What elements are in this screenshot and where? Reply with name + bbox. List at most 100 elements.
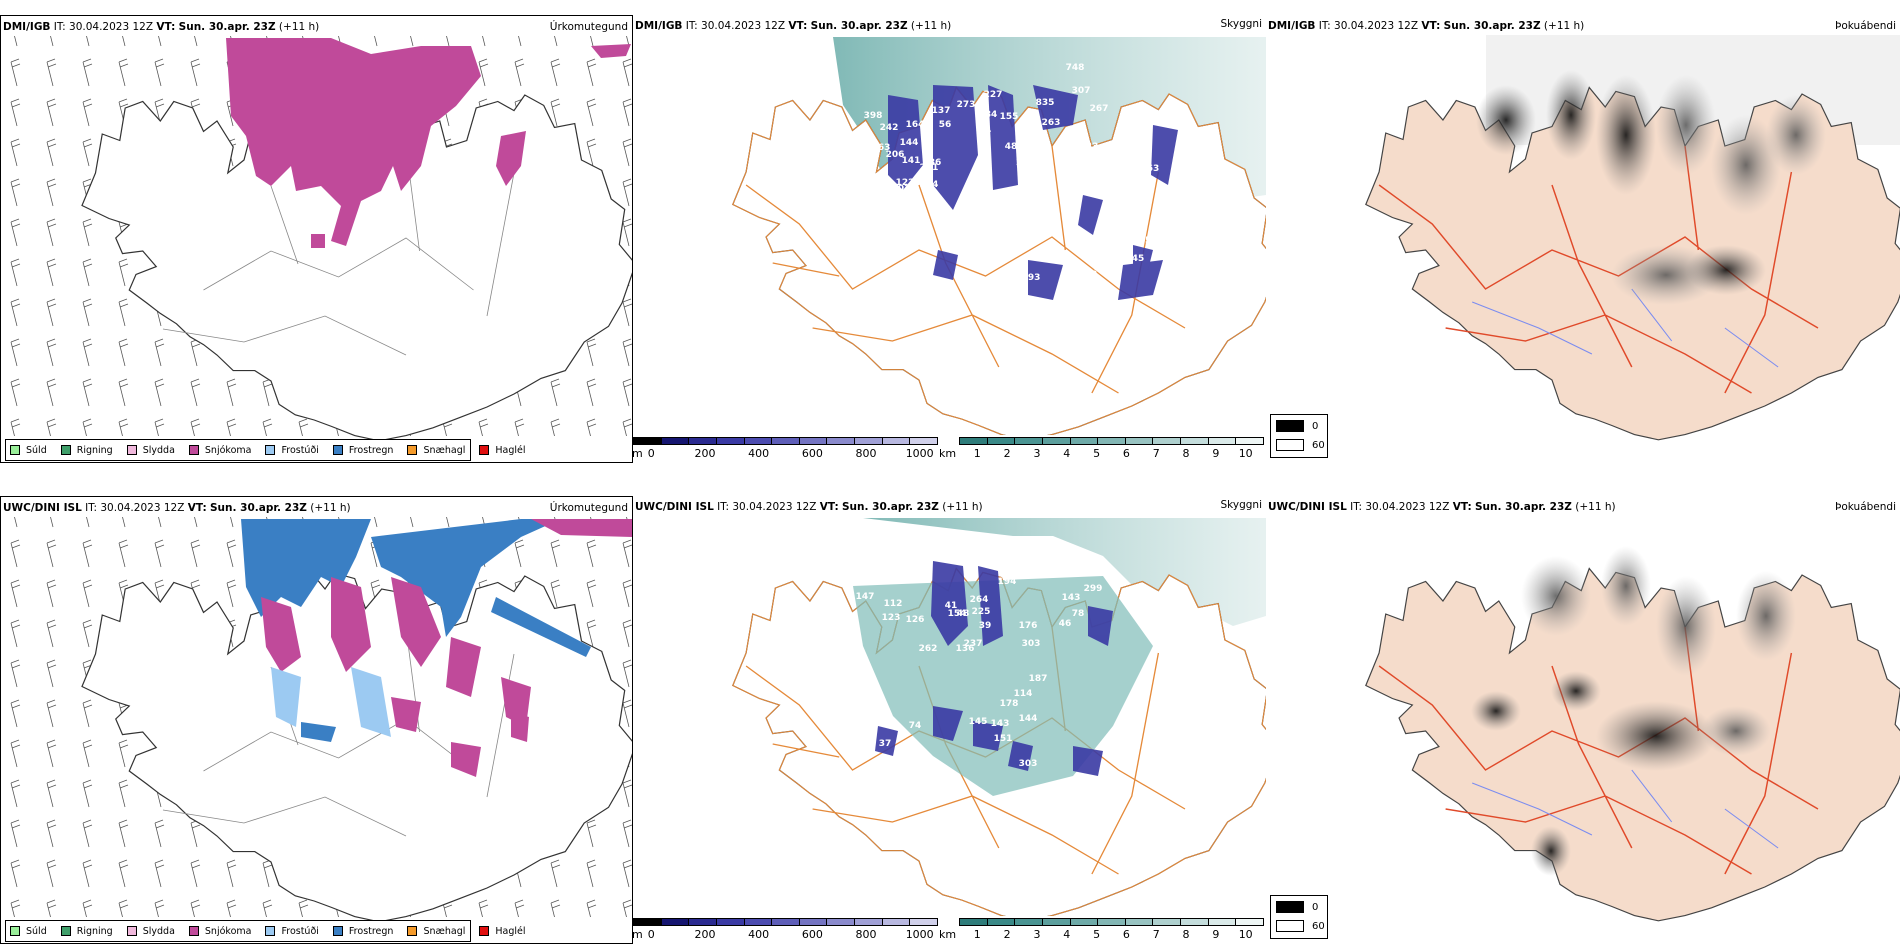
colorbar-cell [716, 438, 745, 444]
snow-area [531, 519, 632, 537]
visibility-value-label: 221 [920, 163, 939, 173]
visibility-value-label: 103 [1016, 158, 1035, 168]
visibility-value-label: 227 [984, 90, 1003, 100]
snow-area [331, 577, 371, 672]
colorbar-cell [827, 919, 856, 925]
colorbar-cell [910, 438, 938, 444]
colorbar-cell [634, 919, 662, 925]
fog-legend-row: 60 [1276, 439, 1325, 451]
visibility-value-label: 137 [932, 106, 951, 116]
visibility-value-label: 264 [970, 595, 989, 605]
legend-item: Slydda [126, 445, 175, 456]
legend-swatch [407, 926, 418, 936]
visibility-value-label: 118 [862, 717, 881, 727]
visibility-value-label: 194 [998, 577, 1017, 587]
freezing-drizzle-area [351, 667, 391, 737]
colorbar-cell [799, 438, 828, 444]
colorbar-tick: 1 [973, 928, 981, 941]
fog-swatch [1276, 920, 1304, 932]
visibility-value-label: 187 [1029, 674, 1048, 684]
colorbar-cell [1070, 438, 1099, 444]
visibility-value-label: 262 [919, 644, 938, 654]
visibility-value-label: 163 [872, 143, 891, 153]
freezing-rain-area [491, 597, 591, 657]
colorbar-cell [716, 919, 745, 925]
colorbar-cell [1236, 919, 1264, 925]
colorbar-tick: 1 [973, 447, 981, 460]
colorbar-cell [882, 438, 911, 444]
colorbar-cell [1181, 919, 1209, 925]
colorbar-tick: 4 [1063, 928, 1071, 941]
fog-legend: 0 60 [1270, 414, 1328, 458]
colorbar-tick: 2 [1003, 928, 1011, 941]
panel-title: DMI/IGB IT: 30.04.2023 12Z VT: Sun. 30.a… [1268, 20, 1585, 32]
colorbar-tick: 600 [801, 928, 823, 941]
legend-swatch [60, 445, 71, 455]
colorbar-tick: 3 [1033, 928, 1041, 941]
panel-subtitle: Skyggni [1220, 499, 1263, 511]
visibility-value-label: 206 [886, 150, 905, 160]
colorbar-cell [772, 919, 800, 925]
legend-item: Frostregn [332, 926, 393, 937]
precip-type-panel-dmi: DMI/IGB IT: 30.04.2023 12Z VT: Sun. 30.a… [0, 15, 633, 463]
visibility-value-label: 293 [1022, 273, 1041, 283]
colorbar-cell [772, 438, 800, 444]
colorbar-tick: 10 [1238, 447, 1253, 460]
colorbar-cell [855, 438, 883, 444]
colorbar-cells [633, 437, 938, 445]
visibility-value-label: 139 [1039, 194, 1058, 204]
freezing-rain-area [371, 519, 561, 637]
freezing-rain-area [301, 722, 336, 742]
colorbar-tick: 8 [1182, 447, 1190, 460]
visibility-value-label: 133 [1080, 142, 1099, 152]
legend-item: Súld [10, 445, 47, 456]
colorbar-unit: m [633, 928, 643, 941]
visibility-value-label: 178 [1000, 699, 1019, 709]
legend-item: Frostúði [265, 926, 319, 937]
panel-subtitle: Úrkomutegund [549, 502, 628, 514]
colorbar-cell [661, 438, 690, 444]
visibility-value-label: 154 [948, 609, 967, 619]
colorbar-ticks: 0 200 400 600 800 1000 [633, 928, 938, 942]
legend-swatch [10, 926, 20, 936]
fog-swatch [1276, 439, 1304, 451]
visibility-value-label: 143 [991, 719, 1010, 729]
visibility-value-label: 181 [1024, 213, 1043, 223]
colorbar-tick: 1000 [905, 928, 934, 941]
visibility-value-label: 225 [972, 607, 991, 617]
visibility-value-label: 84 [985, 110, 998, 120]
legend-swatch [332, 445, 343, 455]
colorbar-cell [1125, 919, 1154, 925]
visibility-value-label: 48 [957, 609, 970, 619]
visibility-value-label: 45 [1132, 254, 1145, 264]
legend-item: Frostregn [332, 445, 393, 456]
colorbar-unit: km [939, 447, 957, 460]
colorbar-cell [987, 919, 1016, 925]
freezing-rain-area [241, 519, 371, 617]
fog-panel-dmi: DMI/IGB IT: 30.04.2023 12Z VT: Sun. 30.a… [1266, 15, 1900, 463]
colorbar-cell [987, 438, 1016, 444]
colorbar-tick: 8 [1182, 928, 1190, 941]
colorbar-cell [882, 919, 911, 925]
visibility-value-label: 263 [1042, 118, 1061, 128]
colorbar-cell [799, 919, 828, 925]
legend-item: Snjókoma [188, 926, 251, 937]
visibility-panel-uwc: UWC/DINI ISL IT: 30.04.2023 12Z VT: Sun.… [633, 496, 1266, 944]
visibility-value-label: 145 [969, 717, 988, 727]
freezing-drizzle-area [271, 667, 301, 727]
precip-type-panel-uwc: UWC/DINI ISL IT: 30.04.2023 12Z VT: Sun.… [0, 496, 633, 944]
visibility-value-label: 49 [841, 737, 854, 747]
colorbar-tick: 200 [694, 447, 716, 460]
visibility-value-label: 25 [1139, 236, 1152, 246]
colorbar-cell [1098, 438, 1126, 444]
colorbar-tick: 400 [748, 928, 770, 941]
visibility-value-label: 94 [979, 126, 992, 136]
panel-title: DMI/IGB IT: 30.04.2023 12Z VT: Sun. 30.a… [635, 20, 952, 32]
fog-swatch [1276, 901, 1304, 913]
legend-swatch [332, 926, 343, 936]
visibility-value-label: 78 [1072, 609, 1085, 619]
colorbar-tick: 9 [1212, 447, 1220, 460]
visibility-panel-dmi: DMI/IGB IT: 30.04.2023 12Z VT: Sun. 30.a… [633, 15, 1266, 463]
precip-type-legend: Súld Rigning Slydda Snjókoma Frostúði Fr… [5, 439, 526, 461]
